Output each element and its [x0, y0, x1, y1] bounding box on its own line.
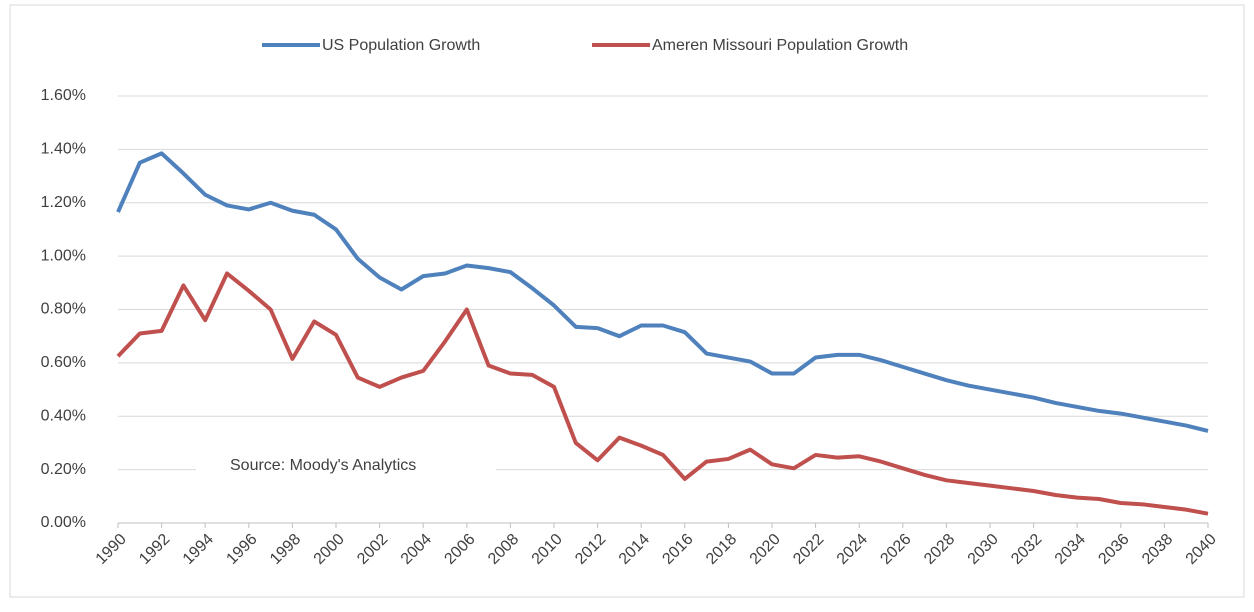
y-tick-label: 0.80%: [41, 301, 86, 318]
series-line: [116, 151, 1209, 433]
annotation: Source: Moody's Analytics: [230, 457, 416, 474]
y-tick-label: 1.20%: [41, 194, 86, 211]
y-tick-label: 0.60%: [41, 354, 86, 371]
series-line: [116, 271, 1209, 516]
annotation-box: [196, 450, 496, 482]
legend-label: US Population Growth: [322, 37, 480, 54]
legend-label: Ameren Missouri Population Growth: [652, 37, 908, 54]
y-tick-label: 0.00%: [41, 514, 86, 531]
y-tick-label: 1.60%: [41, 87, 86, 104]
y-tick-label: 0.20%: [41, 461, 86, 478]
y-tick-label: 1.00%: [41, 247, 86, 264]
y-tick-label: 0.40%: [41, 407, 86, 424]
y-tick-label: 1.40%: [41, 141, 86, 158]
